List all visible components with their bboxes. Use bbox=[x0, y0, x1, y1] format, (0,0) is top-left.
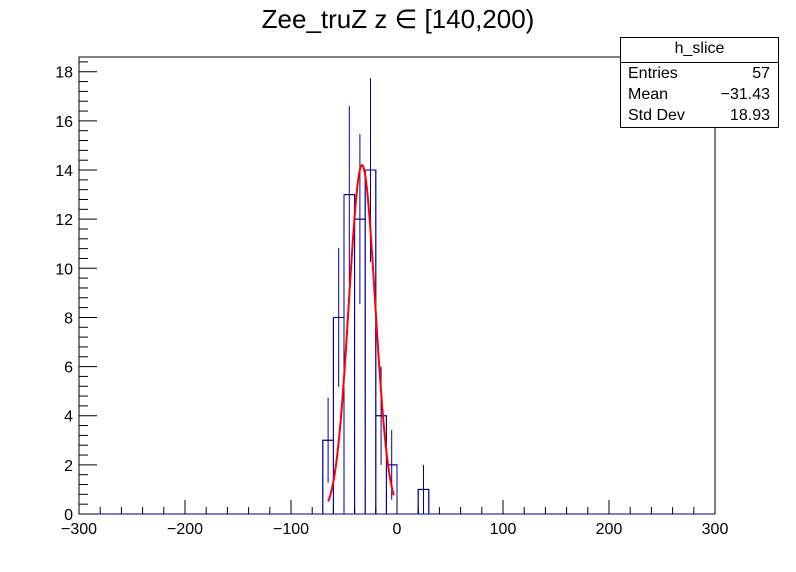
stats-value: 57 bbox=[752, 65, 770, 82]
stats-row-stddev: Std Dev 18.93 bbox=[621, 105, 778, 126]
y-tick-label: 14 bbox=[55, 163, 73, 180]
stats-label: Std Dev bbox=[628, 107, 685, 124]
stats-label: Mean bbox=[628, 86, 669, 103]
x-axis: −300 −200 −100 0 100 200 300 bbox=[61, 500, 728, 538]
x-tick-label: 300 bbox=[702, 521, 729, 538]
stats-box: h_slice Entries 57 Mean −31.43 Std Dev 1… bbox=[620, 37, 779, 128]
stats-value: −31.43 bbox=[720, 86, 770, 103]
y-tick-label: 12 bbox=[55, 212, 73, 229]
y-tick-label: 4 bbox=[64, 409, 73, 426]
y-tick-label: 18 bbox=[55, 65, 73, 82]
y-tick-label: 6 bbox=[64, 360, 73, 377]
stats-histogram-name: h_slice bbox=[621, 38, 778, 63]
x-tick-label: 0 bbox=[393, 521, 402, 538]
y-tick-label: 10 bbox=[55, 261, 73, 278]
histogram-outline bbox=[79, 169, 715, 515]
gaussian-fit-curve bbox=[327, 163, 395, 502]
stats-value: 18.93 bbox=[729, 107, 770, 124]
histogram-bars bbox=[79, 169, 715, 515]
y-tick-label: 8 bbox=[64, 310, 73, 327]
y-tick-label: 2 bbox=[64, 458, 73, 475]
stats-row-entries: Entries 57 bbox=[621, 63, 778, 84]
x-tick-label: −300 bbox=[61, 521, 97, 538]
x-tick-label: 200 bbox=[596, 521, 623, 538]
stats-label: Entries bbox=[628, 65, 678, 82]
y-tick-label: 0 bbox=[64, 507, 73, 524]
stats-row-mean: Mean −31.43 bbox=[621, 84, 778, 105]
chart-title: Zee_truZ z ∈ [140,200) bbox=[261, 4, 535, 34]
x-tick-label: −100 bbox=[273, 521, 309, 538]
x-tick-label: −200 bbox=[167, 521, 203, 538]
x-tick-label: 100 bbox=[490, 521, 517, 538]
y-tick-label: 16 bbox=[55, 114, 73, 131]
y-axis: 0 2 4 6 8 10 12 14 16 18 bbox=[55, 61, 97, 524]
